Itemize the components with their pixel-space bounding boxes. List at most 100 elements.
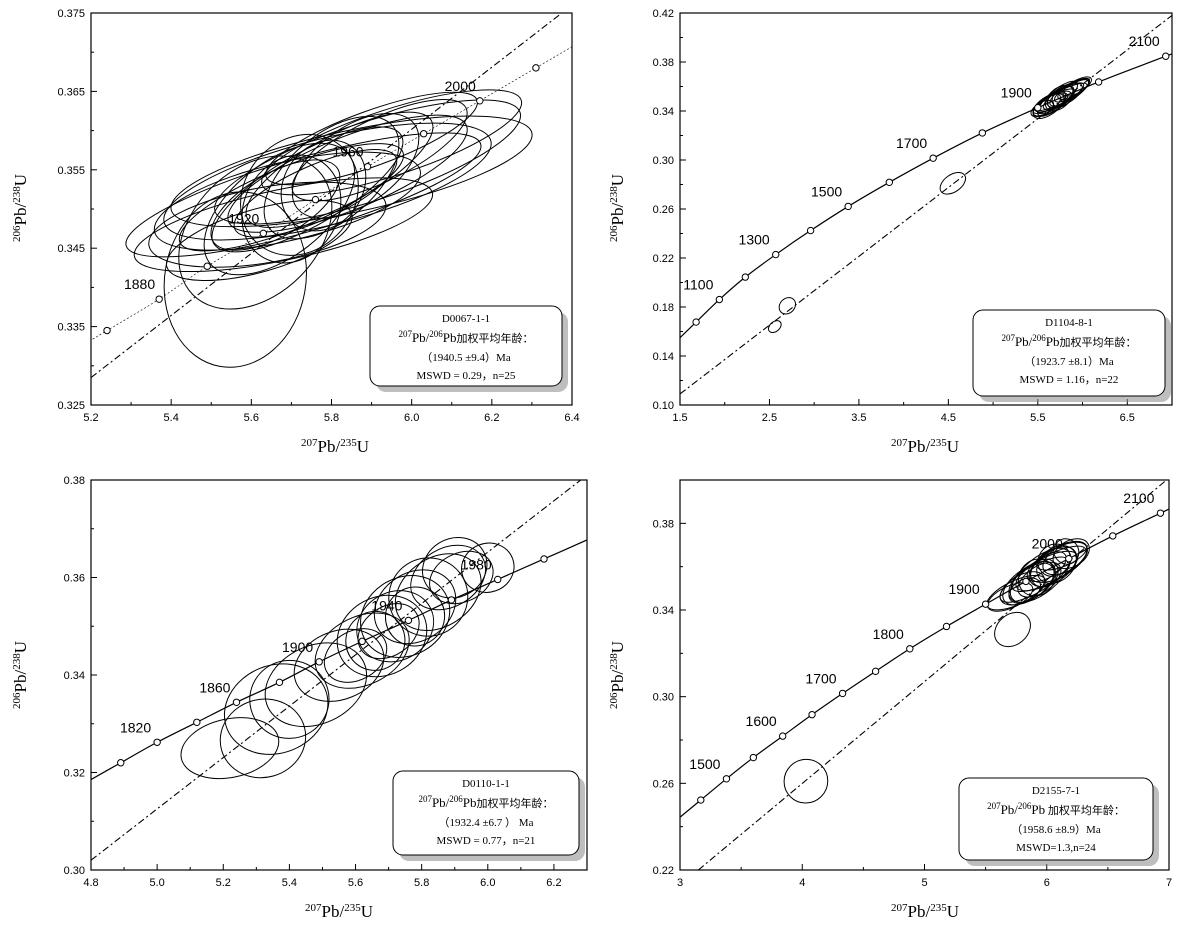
- analysis-ellipse: [233, 149, 398, 238]
- analysis-ellipse: [778, 297, 797, 315]
- legend-box: D0067-1-1 207Pb/206Pb加权平均年龄： （1940.5 ±9.4）…: [369, 305, 568, 392]
- reference-line: [680, 15, 1172, 395]
- analysis-ellipse: [245, 111, 434, 228]
- y-tick-label: 0.36: [64, 573, 85, 585]
- analysis-ellipse: [461, 542, 515, 593]
- age-marker: [540, 555, 548, 563]
- x-tick-label: 6: [1044, 877, 1050, 889]
- y-tick-label: 0.32: [64, 768, 85, 780]
- legend-mswd: MSWD = 0.29，n=25: [417, 370, 516, 382]
- y-tick-label: 0.18: [653, 302, 674, 314]
- x-tick-label: 6.5: [1120, 412, 1135, 424]
- plot-area: 1500 1600 1700 1800 1900 2000 2100: [680, 480, 1169, 870]
- y-tick-label: 0.42: [653, 8, 674, 20]
- age-marker: [419, 130, 428, 138]
- analysis-ellipse: [249, 659, 330, 739]
- x-tick-label: 5.2: [83, 412, 98, 424]
- age-label: 1700: [896, 135, 927, 151]
- age-marker: [1034, 103, 1042, 112]
- x-axis-label-text: 207Pb/235U: [891, 437, 959, 456]
- reference-line: [697, 480, 1167, 870]
- plot-area: 1100 1300 1500 1700 1900 2100: [680, 15, 1172, 395]
- age-marker: [715, 295, 724, 304]
- y-axis-label: 206Pb/238U: [11, 174, 30, 242]
- analysis-ellipse: [336, 594, 428, 678]
- y-tick-label: 0.14: [653, 351, 674, 363]
- analysis-ellipse: [1062, 76, 1092, 97]
- analysis-ellipse: [170, 115, 533, 228]
- concordia-panel-3: 1820 1860 1900 1940 1980 4.8 5.0 5.2 5.4 5.6 5.8 6.…: [11, 475, 588, 921]
- y-tick-label: 0.38: [64, 475, 85, 487]
- y-tick-label: 0.335: [57, 322, 85, 334]
- analysis-ellipse: [165, 199, 353, 282]
- age-marker: [741, 273, 750, 281]
- analysis-ellipse: [1017, 558, 1056, 597]
- age-label: 1900: [282, 639, 313, 655]
- age-marker: [844, 202, 852, 211]
- x-tick-label: 5.0: [149, 877, 164, 889]
- x-tick-label: 6.2: [484, 412, 499, 424]
- analysis-ellipse: [1037, 543, 1071, 577]
- age-label: 1700: [805, 670, 836, 686]
- x-tick-label: 5.6: [348, 877, 363, 889]
- y-axis-label-text: 206Pb/238U: [608, 174, 627, 242]
- legend-box: D2155-7-1 207Pb/206Pb 加权平均年龄： （1958.6 ±8.9…: [958, 777, 1159, 866]
- age-marker: [155, 295, 163, 303]
- age-marker: [232, 698, 241, 706]
- legend-age-value: （1958.6 ±8.9）Ma: [1011, 823, 1101, 836]
- legend-age-label: 207Pb/206Pb加权平均年龄：: [418, 794, 553, 810]
- age-marker: [193, 718, 201, 726]
- age-marker: [315, 658, 323, 666]
- age-marker: [494, 575, 502, 584]
- legend-mswd: MSWD=1.3,n=24: [1016, 842, 1096, 854]
- age-marker: [981, 600, 990, 608]
- concordia-panel-1: 1880 1920 1960 2000 5.2 5.4 5.6 5.8 6.0 6.2 6.4 0.3…: [11, 8, 580, 456]
- age-marker: [1162, 52, 1170, 60]
- y-tick-label: 0.30: [653, 155, 674, 167]
- y-tick-label: 0.365: [57, 86, 85, 98]
- y-tick-label: 0.34: [64, 670, 85, 682]
- legend-sample: D2155-7-1: [1032, 785, 1080, 797]
- age-marker: [363, 162, 372, 171]
- x-tick-label: 4.8: [83, 877, 98, 889]
- y-tick-label: 0.345: [57, 243, 85, 255]
- legend-age-value: （1923.7 ±8.1）Ma: [1024, 355, 1114, 368]
- age-marker: [697, 796, 705, 804]
- y-tick-label: 0.38: [653, 518, 674, 530]
- analysis-ellipse: [291, 112, 420, 219]
- y-tick-label: 0.10: [653, 400, 674, 412]
- x-tick-label: 5.8: [324, 412, 339, 424]
- age-marker: [942, 622, 951, 631]
- y-tick-label: 0.355: [57, 165, 85, 177]
- age-marker: [749, 753, 758, 762]
- age-label: 1940: [371, 597, 402, 613]
- age-marker: [906, 645, 914, 653]
- concordia-panel-4: 1500 1600 1700 1800 1900 2000 2100 3 4 5 6 7 0.22 0.2…: [608, 479, 1172, 921]
- analysis-ellipse: [1032, 93, 1065, 120]
- age-label: 2100: [1123, 490, 1154, 506]
- legend-box: D1104-8-1 207Pb/206Pb加权平均年龄： （1923.7 ±8.1）…: [972, 309, 1171, 402]
- x-axis-label: 207Pb/235U: [305, 902, 373, 921]
- legend-mswd: MSWD = 1.16，n=22: [1020, 374, 1119, 386]
- analysis-ellipse: [1017, 561, 1062, 598]
- concordia-curve: [91, 46, 572, 341]
- legend-age-value: （1932.4 ±6.7 ） Ma: [439, 816, 534, 829]
- legend-box: D0110-1-1 207Pb/206Pb加权平均年龄： （1932.4 ±6.7 …: [392, 770, 585, 861]
- age-marker: [722, 775, 731, 783]
- x-tick-label: 5.5: [1030, 412, 1045, 424]
- analysis-ellipse: [163, 191, 307, 368]
- y-tick-label: 0.38: [653, 57, 674, 69]
- age-label: 1100: [683, 277, 713, 293]
- x-tick-label: 6.0: [480, 877, 495, 889]
- x-axis-label-text: 207Pb/235U: [301, 437, 369, 456]
- concordia-panel-2: 1100 1300 1500 1700 1900 2100 1.5 2.5 3.5 4.5 5.5 6…: [608, 8, 1173, 456]
- age-marker: [259, 229, 268, 238]
- plot-area: 1880 1920 1960 2000: [91, 13, 572, 378]
- x-tick-label: 3: [677, 877, 683, 889]
- legend-mswd: MSWD = 0.77，n=21: [437, 835, 536, 847]
- age-marker: [1094, 78, 1103, 86]
- age-marker: [929, 154, 937, 162]
- analysis-ellipse: [178, 155, 333, 310]
- age-label: 1800: [873, 626, 904, 642]
